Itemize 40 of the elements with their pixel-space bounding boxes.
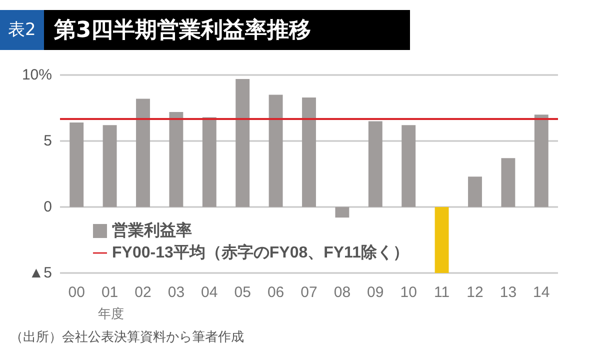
x-tick-label: 12	[466, 284, 484, 301]
bar	[335, 207, 350, 218]
legend-label: 営業利益率	[112, 220, 192, 240]
y-tick-label: 5	[44, 132, 52, 150]
x-tick-label: 11	[434, 284, 450, 301]
x-tick-label: 06	[267, 284, 284, 301]
x-tick-label: 08	[334, 284, 351, 301]
x-tick-label: 02	[134, 284, 152, 301]
x-tick-label: 13	[500, 284, 517, 301]
bar	[136, 98, 150, 207]
text: （出所）会社公表決算資料から筆者作成	[10, 329, 244, 346]
chart-subtitle: 表2	[0, 10, 44, 50]
x-tick-label: 10	[400, 284, 417, 301]
x-tick-label: 09	[367, 284, 384, 301]
x-tick-label: 04	[201, 284, 218, 301]
y-tick-label: 0	[44, 198, 52, 216]
bar	[268, 94, 283, 207]
bar	[102, 125, 117, 207]
y-tick-label: 10%	[22, 66, 52, 84]
y-tick-label: ▲5	[28, 264, 52, 282]
bar	[534, 114, 548, 207]
x-tick-label: 07	[300, 284, 318, 301]
legend-label: FY00-13平均（赤字のFY08、FY11除く）	[112, 242, 409, 262]
bar	[402, 125, 416, 207]
bar	[501, 158, 516, 207]
bar	[434, 207, 449, 273]
bar	[236, 78, 250, 207]
bar	[169, 112, 184, 207]
x-tick-label: 01	[101, 284, 118, 301]
bar	[368, 121, 382, 207]
chart-title: 第3四半期営業利益率推移	[52, 16, 312, 45]
x-tick-label: 05	[234, 284, 251, 301]
bar	[468, 176, 482, 207]
x-tick-label: 03	[168, 284, 185, 301]
x-tick-label: 14	[533, 284, 550, 301]
bar	[202, 117, 216, 207]
x-tick-label: 00	[68, 284, 85, 301]
bar	[302, 97, 316, 207]
x-axis-title: 年度	[98, 306, 124, 321]
bar	[70, 122, 84, 207]
